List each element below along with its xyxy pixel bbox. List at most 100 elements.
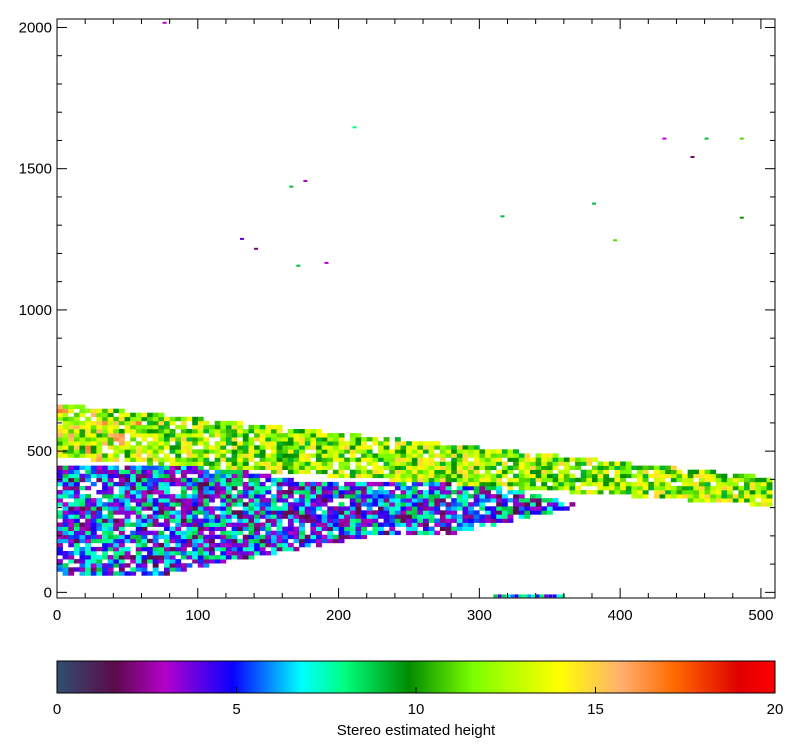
heat-cell (400, 445, 407, 450)
heat-cell (451, 506, 458, 511)
heat-cell (659, 490, 666, 495)
heat-cell (214, 559, 221, 564)
heat-cell (214, 441, 221, 446)
heat-cell (287, 510, 294, 515)
heat-cell (439, 481, 446, 487)
heat-cell (96, 416, 103, 422)
heat-cell (118, 551, 125, 556)
heat-cell (231, 433, 238, 438)
heat-cell (220, 534, 227, 540)
heat-cell (175, 461, 182, 466)
heat-cell (631, 490, 638, 495)
heat-cell (225, 465, 232, 470)
heat-cell (490, 465, 497, 470)
heat-cell (147, 530, 153, 536)
heat-cell (276, 429, 283, 434)
heat-cell (214, 518, 221, 523)
heat-cell (383, 445, 390, 450)
heat-cell (372, 530, 379, 536)
heat-cell (620, 465, 626, 470)
heat-cell (394, 485, 401, 491)
heat-cell (513, 494, 519, 499)
heat-cell (721, 490, 728, 495)
heat-cell (344, 473, 351, 479)
heat-cell (141, 424, 148, 430)
heat-cell (428, 490, 435, 495)
heat-cell (96, 465, 103, 470)
heat-cell (378, 465, 384, 470)
heat-point (552, 594, 557, 598)
heat-cell (299, 538, 305, 544)
heat-cell (439, 449, 446, 454)
heat-cell (248, 538, 255, 544)
heat-cell (451, 453, 458, 458)
heat-cell (62, 567, 69, 572)
heat-cell (513, 498, 519, 503)
heat-cell (169, 457, 176, 462)
heat-cell (225, 498, 232, 503)
heat-cell (141, 567, 148, 572)
heat-cell (220, 473, 227, 479)
heat-cell (411, 465, 418, 470)
heat-point (523, 594, 527, 598)
heat-cell (254, 429, 260, 434)
heat-cell (231, 555, 238, 560)
heat-cell (361, 498, 367, 503)
heat-cell (310, 437, 317, 442)
heat-cell (214, 546, 221, 552)
heat-cell (423, 530, 429, 536)
heat-cell (597, 469, 604, 475)
heat-point (592, 202, 596, 205)
heat-point (303, 180, 308, 182)
heat-cell (327, 494, 334, 499)
heat-cell (242, 542, 249, 548)
heat-cell (642, 485, 649, 491)
heat-cell (428, 461, 435, 466)
heat-cell (282, 477, 289, 483)
heat-cell (175, 559, 182, 564)
heat-cell (321, 445, 328, 450)
heat-cell (338, 518, 345, 523)
heat-cell (192, 485, 199, 491)
heat-cell (209, 510, 215, 515)
heat-cell (231, 522, 238, 527)
heat-cell (710, 485, 717, 491)
heat-cell (355, 461, 362, 466)
heat-cell (766, 494, 773, 499)
heat-cell (271, 518, 277, 523)
heat-cell (102, 408, 108, 414)
heat-cell (417, 473, 424, 479)
heat-cell (124, 469, 131, 475)
heat-cell (304, 445, 311, 450)
heat-cell (130, 559, 137, 564)
heat-cell (704, 473, 711, 479)
heat-cell (130, 429, 137, 434)
heat-cell (524, 461, 531, 466)
heat-cell (456, 485, 463, 491)
heat-cell (265, 522, 272, 527)
heat-cell (231, 453, 238, 458)
heat-cell (349, 481, 356, 487)
heat-cell (445, 526, 452, 531)
heat-cell (608, 490, 615, 495)
heat-cell (552, 453, 559, 458)
heat-cell (485, 465, 491, 470)
heat-cell (485, 514, 491, 519)
heat-cell (321, 485, 328, 491)
heat-cell (90, 469, 97, 475)
heat-cell (687, 485, 694, 491)
heat-cell (192, 530, 199, 536)
heat-cell (124, 477, 131, 483)
heat-cell (603, 473, 610, 479)
heat-cell (225, 420, 232, 426)
heat-cell (439, 514, 446, 519)
heat-cell (642, 469, 649, 475)
heat-cell (445, 481, 452, 487)
heat-cell (265, 551, 272, 556)
heat-cell (445, 461, 452, 466)
heat-cell (113, 453, 120, 458)
heat-cell (687, 469, 694, 475)
heat-cell (130, 445, 137, 450)
heat-cell (169, 563, 176, 568)
heat-cell (479, 461, 486, 466)
